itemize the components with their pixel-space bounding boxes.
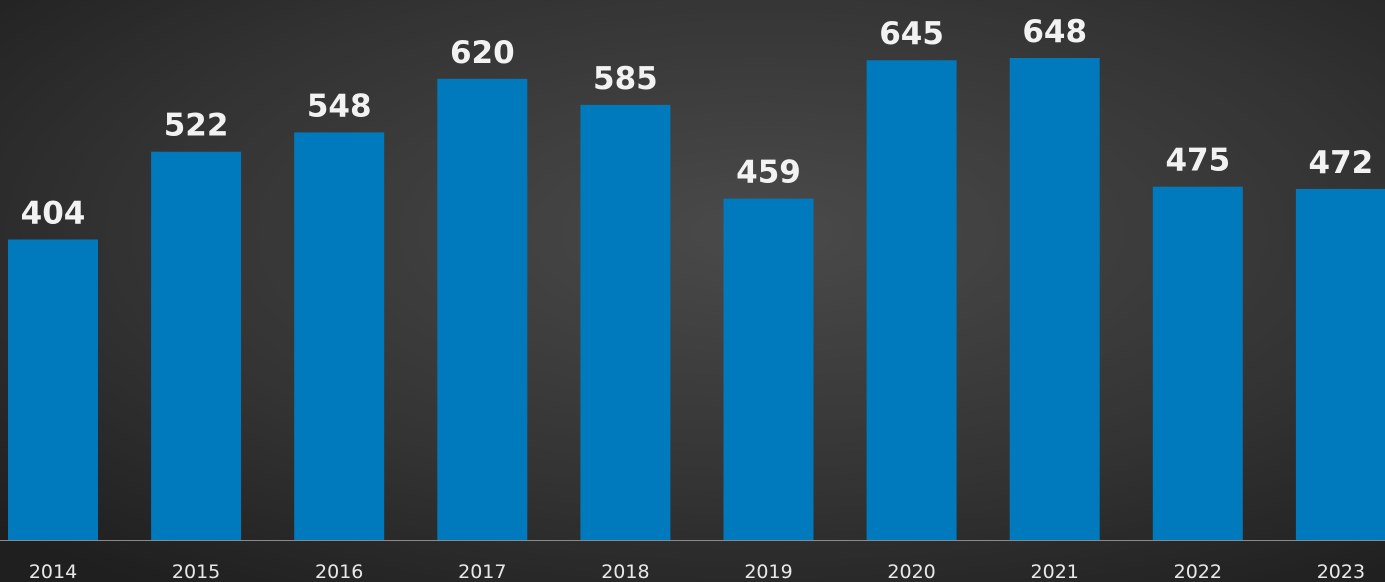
bar xyxy=(294,132,385,540)
x-tick-label: 2023 xyxy=(1317,561,1365,582)
x-tick-label: 2019 xyxy=(744,561,792,582)
bar xyxy=(580,104,671,540)
x-tick-label: 2021 xyxy=(1031,561,1079,582)
value-label: 548 xyxy=(307,88,372,124)
bar xyxy=(437,78,528,541)
x-tick-label: 2015 xyxy=(172,561,220,582)
x-tick-label: 2018 xyxy=(601,561,649,582)
value-label: 585 xyxy=(593,61,658,97)
value-label: 648 xyxy=(1022,14,1087,50)
x-tick-label: 2022 xyxy=(1174,561,1222,582)
value-label: 475 xyxy=(1165,143,1230,179)
bar xyxy=(8,239,98,540)
x-tick-label: 2016 xyxy=(315,561,363,582)
bar xyxy=(151,151,242,540)
bar xyxy=(1009,58,1100,540)
bar xyxy=(1295,188,1385,540)
value-label: 472 xyxy=(1309,145,1374,181)
value-label: 459 xyxy=(736,155,801,191)
value-label: 620 xyxy=(450,35,515,71)
bar xyxy=(866,60,957,541)
x-tick-label: 2020 xyxy=(887,561,935,582)
x-tick-label: 2014 xyxy=(29,561,77,582)
value-label: 522 xyxy=(164,108,229,144)
bar xyxy=(723,198,814,541)
value-label: 404 xyxy=(21,195,86,231)
x-tick-label: 2017 xyxy=(458,561,506,582)
value-label: 645 xyxy=(879,16,944,52)
bar xyxy=(1152,186,1243,540)
